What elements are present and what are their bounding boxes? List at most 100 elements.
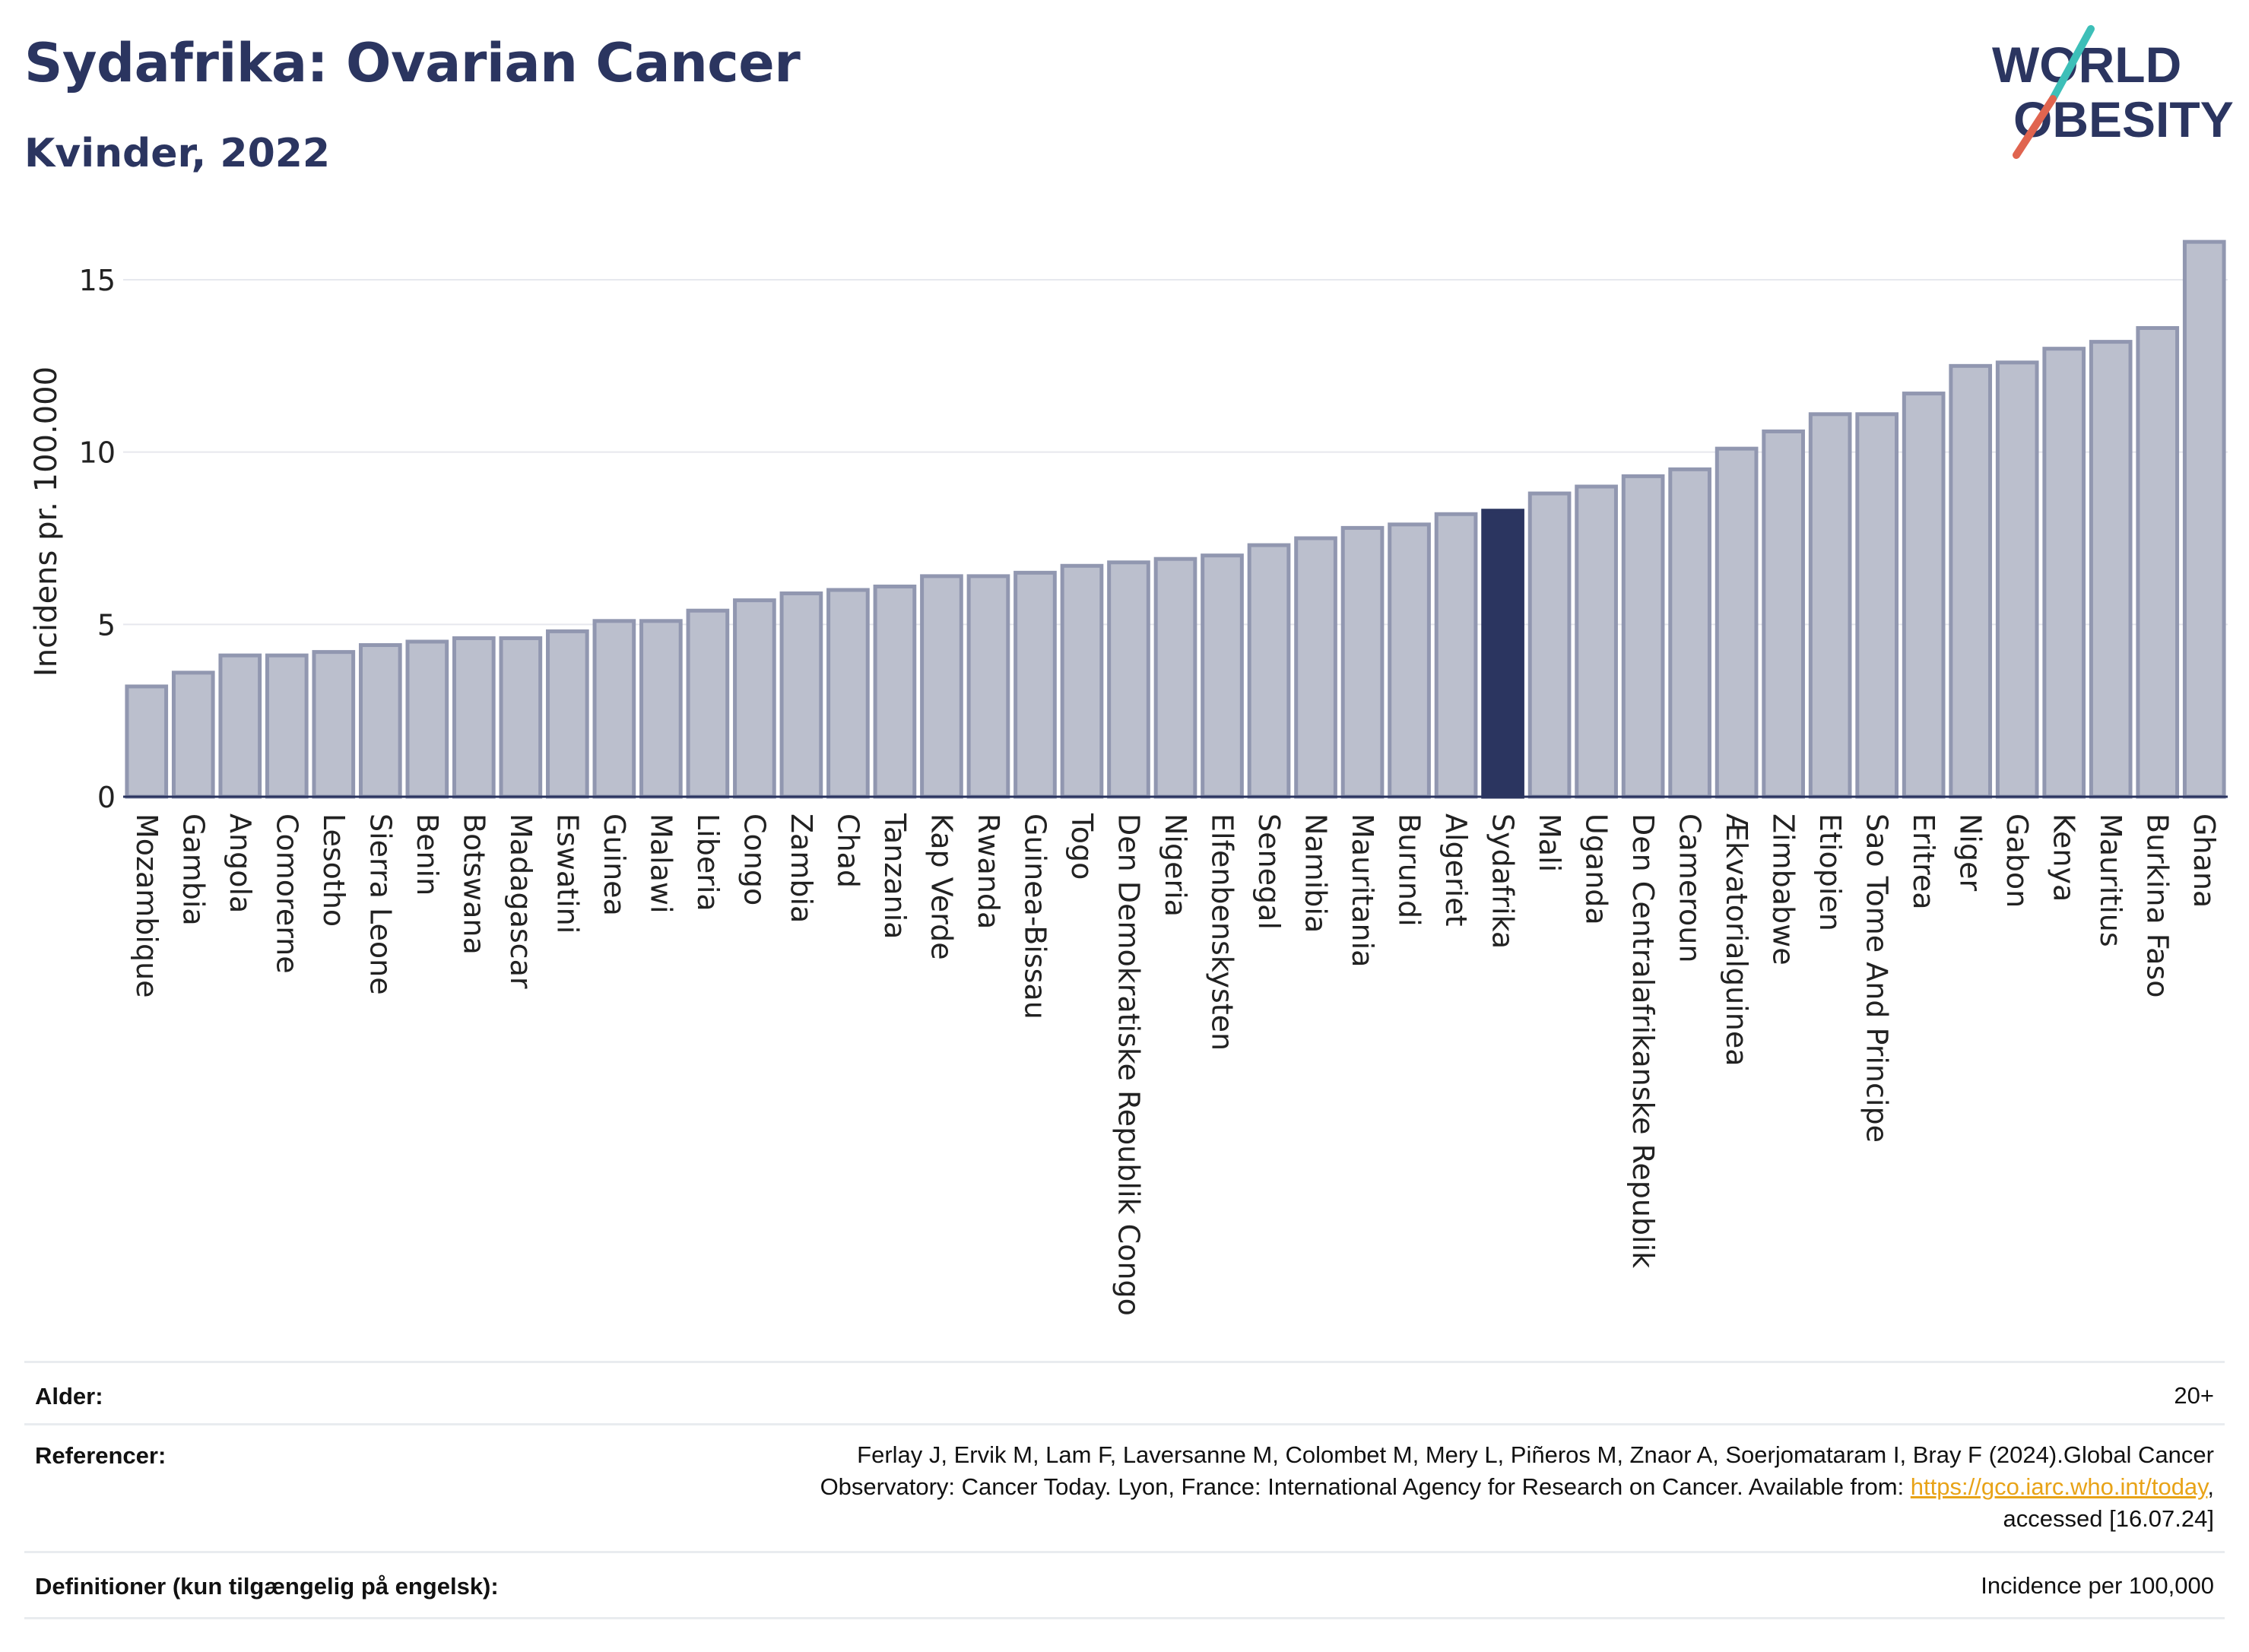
x-tick-label: Liberia xyxy=(691,813,725,912)
x-tick-label: Niger xyxy=(1954,813,1987,891)
definitions-label: Definitioner (kun tilgængelig på engelsk… xyxy=(35,1573,499,1600)
x-tick-label: Guinea-Bissau xyxy=(1018,813,1052,1019)
y-tick-label: 0 xyxy=(97,781,116,814)
x-tick-label: Malawi xyxy=(644,813,677,914)
y-tick-label: 5 xyxy=(97,608,116,642)
bar xyxy=(2089,340,2133,799)
x-tick-label: Kap Verde xyxy=(925,813,958,960)
bar xyxy=(1995,360,2039,799)
bar xyxy=(312,650,356,799)
page-title: Sydafrika: Ovarian Cancer xyxy=(24,32,801,94)
bar xyxy=(1668,467,1711,799)
bar xyxy=(125,684,169,799)
x-tick-label: Den Centralafrikanske Republik xyxy=(1626,813,1660,1268)
x-tick-label: Guinea xyxy=(598,813,631,916)
bar xyxy=(826,588,870,799)
y-tick-label: 10 xyxy=(79,436,116,470)
bar xyxy=(1294,536,1337,799)
x-tick-label: Burkina Faso xyxy=(2141,813,2174,998)
bar xyxy=(1715,446,1759,799)
logo-slash-red xyxy=(2013,95,2057,159)
x-tick-label: Zambia xyxy=(785,813,818,923)
x-tick-label: Zimbabwe xyxy=(1767,813,1800,966)
bar xyxy=(1481,509,1524,799)
bar xyxy=(2042,347,2086,799)
x-tick-label: Sao Tome And Principe xyxy=(1860,813,1894,1143)
bar xyxy=(639,619,683,799)
x-tick-label: Ghana xyxy=(2187,813,2221,908)
x-tick-label: Eritrea xyxy=(1907,813,1940,910)
x-tick-label: Mauritius xyxy=(2094,813,2127,947)
info-row-age: Alder: 20+ xyxy=(24,1361,2225,1425)
bar xyxy=(1153,556,1197,799)
reference-link[interactable]: https://gco.iarc.who.int/today xyxy=(1910,1473,2208,1500)
y-axis-label: Incidens pr. 100.000 xyxy=(29,366,64,677)
references-label: Referencer: xyxy=(35,1442,167,1469)
bar xyxy=(171,671,215,799)
x-tick-label: Congo xyxy=(738,813,771,905)
bar xyxy=(265,653,309,799)
x-tick-label: Nigeria xyxy=(1159,813,1192,917)
world-obesity-logo: WORLD OBESITY xyxy=(1992,25,2234,159)
x-tick-label: Mozambique xyxy=(130,813,163,998)
info-row-definitions: Definitioner (kun tilgængelig på engelsk… xyxy=(24,1551,2225,1619)
bar xyxy=(1060,563,1104,799)
x-tick-label: Madagascar xyxy=(504,813,538,989)
reference-line-2-suffix: , xyxy=(2207,1473,2214,1500)
bar xyxy=(1902,392,1946,799)
info-row-references: Referencer: Ferlay J, Ervik M, Lam F, La… xyxy=(24,1423,2225,1553)
x-tick-label: Comorerne xyxy=(270,813,303,974)
definitions-value: Incidence per 100,000 xyxy=(1981,1572,2214,1599)
bar xyxy=(1575,484,1618,799)
x-tick-label: Chad xyxy=(831,813,864,888)
bar xyxy=(686,608,730,799)
reference-line-3: accessed [16.07.24] xyxy=(2003,1505,2214,1532)
reference-line-2: Observatory: Cancer Today. Lyon, France:… xyxy=(820,1471,2214,1503)
bar xyxy=(1340,525,1385,799)
x-tick-label: Senegal xyxy=(1252,813,1286,930)
x-tick-label: Mali xyxy=(1533,813,1566,872)
x-tick-label: Benin xyxy=(411,813,444,896)
x-tick-label: Gambia xyxy=(176,813,210,926)
bar xyxy=(1107,560,1150,799)
x-tick-label: Ækvatorialguinea xyxy=(1720,813,1753,1066)
bar xyxy=(2182,239,2226,799)
logo-slash-teal xyxy=(2049,25,2095,103)
bar-chart: 0 5 10 15 Incidens pr. 100.000 Mozambique Gamb… xyxy=(29,239,2228,1316)
x-tick-label: Cameroun xyxy=(1673,813,1707,962)
bar xyxy=(920,574,963,799)
x-tick-label: Den Demokratiske Republik Congo xyxy=(1112,813,1145,1316)
x-tick-label: Lesotho xyxy=(317,813,351,927)
bar xyxy=(1527,491,1572,799)
age-value: 20+ xyxy=(2174,1382,2214,1409)
x-tick-label: Namibia xyxy=(1299,813,1333,933)
bar xyxy=(779,591,823,799)
x-tick-label: Tanzania xyxy=(878,813,912,939)
x-tick-label: Uganda xyxy=(1580,813,1613,925)
bar xyxy=(1855,412,1899,799)
bar xyxy=(592,619,636,799)
x-tick-label: Gabon xyxy=(2000,813,2034,908)
logo-line1: WORLD xyxy=(1992,36,2181,93)
bar xyxy=(1388,522,1431,799)
bar xyxy=(218,653,262,799)
x-tick-label: Rwanda xyxy=(972,813,1005,929)
x-tick-label: Elfenbenskysten xyxy=(1206,813,1239,1051)
bar xyxy=(546,629,589,799)
age-label: Alder: xyxy=(35,1383,103,1409)
x-tick-label: Eswatini xyxy=(550,813,584,934)
bar xyxy=(405,639,449,799)
bar xyxy=(1762,429,1805,799)
bar xyxy=(1201,553,1244,799)
page-subtitle: Kvinder, 2022 xyxy=(24,131,331,176)
bar xyxy=(733,598,776,799)
reference-line-2-prefix: Observatory: Cancer Today. Lyon, France:… xyxy=(820,1473,1911,1500)
bar xyxy=(1013,570,1057,799)
x-tick-label: Burundi xyxy=(1393,813,1426,927)
x-tick-label: Angola xyxy=(224,813,257,913)
x-tick-label: Kenya xyxy=(2048,813,2081,902)
x-tick-label: Botswana xyxy=(457,813,490,955)
bar xyxy=(2136,325,2180,799)
bar xyxy=(358,643,402,799)
bar xyxy=(1949,363,1993,799)
